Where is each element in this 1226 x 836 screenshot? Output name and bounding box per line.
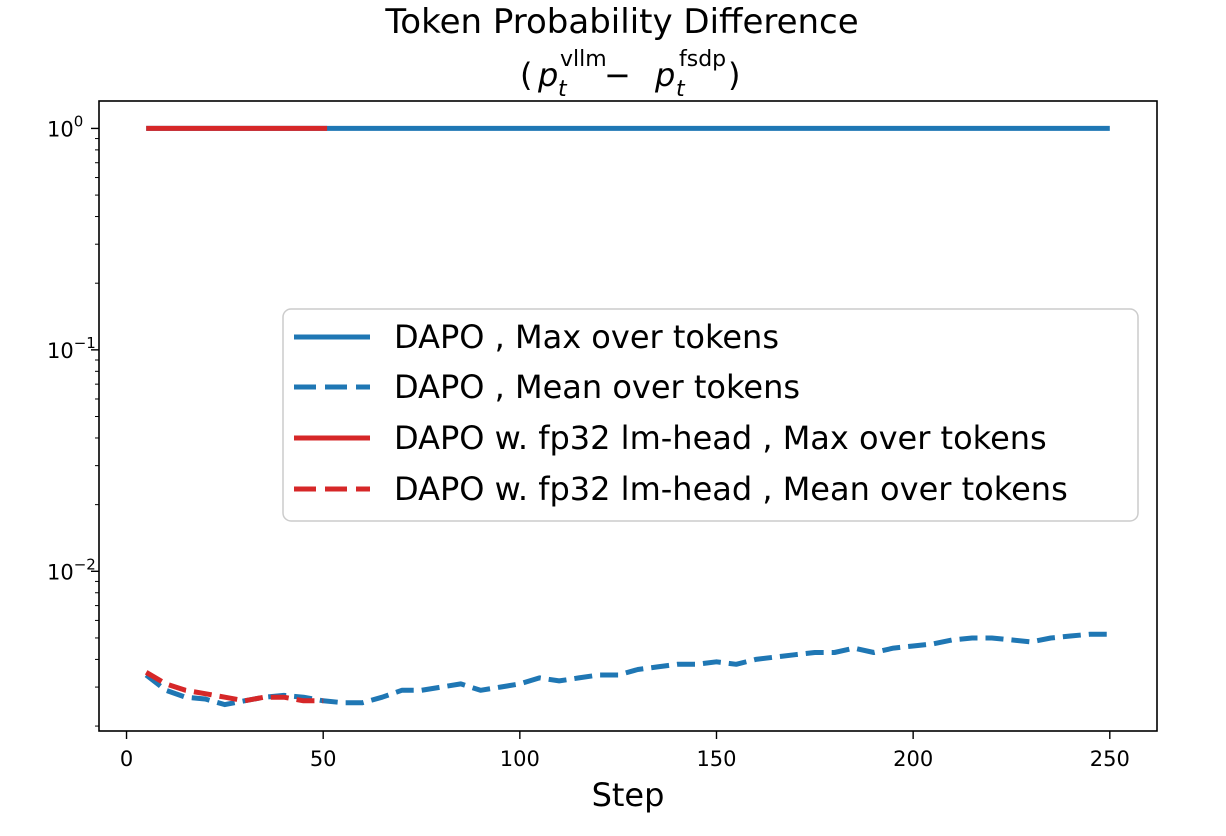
series-line-2 [144,631,1110,708]
chart-subtitle: ( p t vllm − p t fsdp ) [520,47,740,102]
legend-label-1: DAPO , Max over tokens [394,318,779,356]
legend-label-2: DAPO , Mean over tokens [394,368,800,406]
y-tick-label: 100 [47,112,83,141]
y-tick-label: 10−1 [47,334,96,363]
subtitle-close-paren: ) [728,56,740,94]
subtitle-p2: p [654,56,675,94]
legend: DAPO , Max over tokens DAPO , Mean over t… [282,308,1139,522]
y-tick-label: 10−2 [47,555,96,584]
legend-label-3: DAPO w. fp32 lm-head , Max over tokens [394,419,1047,457]
plot-area-frame [98,100,1158,732]
legend-label-4: DAPO w. fp32 lm-head , Mean over tokens [394,470,1068,508]
x-tick-label: 100 [500,747,540,771]
series-line-4 [144,670,324,704]
legend-box [282,308,1139,522]
chart-title: Token Probability Difference [384,2,858,42]
subtitle-sup1: vllm [560,47,607,72]
x-tick-label: 50 [310,747,337,771]
subtitle-sup2: fsdp [679,47,726,72]
x-tick-label: 0 [120,747,133,771]
x-tick-label: 150 [696,747,736,771]
subtitle-open-paren: ( [520,56,532,94]
x-tick-label: 250 [1090,747,1130,771]
subtitle-sub1: t [558,77,568,102]
subtitle-p1: p [537,56,558,94]
x-tick-label: 200 [893,747,933,771]
x-axis-label: Step [592,776,665,814]
subtitle-sub2: t [676,77,686,102]
axis-ticks: 0 50 100 150 200 250 100 10−1 10−2 [47,112,1130,771]
subtitle-minus: − [604,56,631,94]
plot-series [144,125,1110,708]
